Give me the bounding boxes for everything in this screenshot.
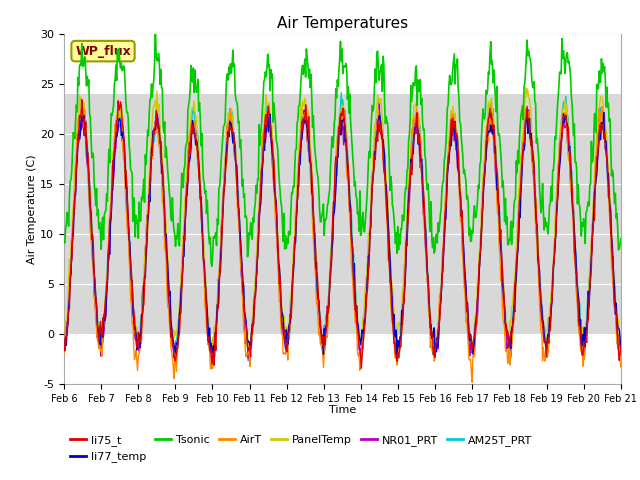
Title: Air Temperatures: Air Temperatures <box>277 16 408 31</box>
X-axis label: Time: Time <box>329 405 356 415</box>
Legend: li75_t, li77_temp, Tsonic, AirT, PanelTemp, NR01_PRT, AM25T_PRT: li75_t, li77_temp, Tsonic, AirT, PanelTe… <box>70 435 532 462</box>
Text: WP_flux: WP_flux <box>75 45 131 58</box>
Bar <box>64 94 621 334</box>
Y-axis label: Air Temperature (C): Air Temperature (C) <box>28 154 37 264</box>
